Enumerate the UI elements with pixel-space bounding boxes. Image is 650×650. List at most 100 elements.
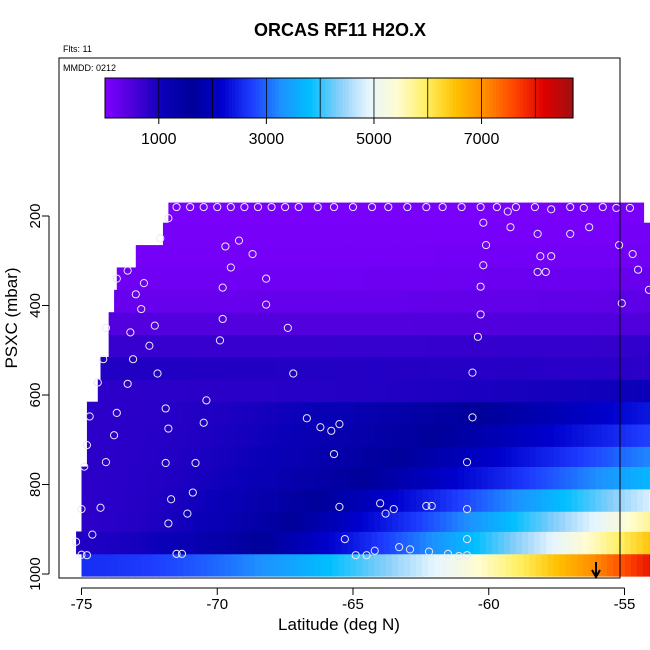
heat-cell: [521, 312, 529, 335]
heat-cell: [256, 531, 264, 555]
heat-cell: [267, 356, 275, 380]
colorbar-segment: [201, 78, 206, 118]
heat-cell: [600, 531, 608, 555]
heat-cell: [589, 424, 597, 447]
heat-cell: [617, 289, 624, 313]
heat-cell: [404, 553, 411, 577]
heat-cell: [566, 356, 573, 380]
heat-cell: [181, 379, 189, 403]
colorbar-segment: [489, 78, 494, 118]
heat-cell: [484, 267, 492, 291]
sample-point: [137, 304, 146, 314]
heat-cell: [140, 446, 148, 467]
heat-cell: [212, 401, 220, 425]
heat-cell: [302, 401, 309, 425]
heat-cell: [82, 531, 89, 555]
heat-cell: [230, 424, 238, 447]
heat-cell: [434, 401, 441, 425]
sample-point: [172, 549, 181, 558]
heat-cell: [571, 424, 579, 447]
heat-cell: [230, 401, 238, 425]
heat-cell: [523, 488, 531, 512]
heat-cell: [261, 356, 269, 380]
heat-cell: [509, 334, 517, 358]
heat-cell: [451, 488, 459, 512]
heat-cell: [423, 245, 430, 268]
heat-cell: [491, 289, 499, 313]
heat-cell: [285, 356, 293, 380]
colorbar-segment: [486, 78, 491, 118]
heat-cell: [421, 466, 429, 490]
colorbar-segment: [292, 78, 297, 118]
heat-cell: [236, 466, 244, 490]
heat-cell: [183, 245, 191, 268]
heat-cell: [573, 222, 580, 246]
heat-cell: [224, 401, 232, 425]
heat-cell: [93, 488, 101, 512]
heat-cell: [559, 424, 567, 447]
heat-cell: [581, 334, 589, 358]
heat-cell: [399, 245, 407, 268]
heat-cell: [299, 531, 306, 555]
heat-cell: [506, 356, 514, 380]
heat-cell: [629, 267, 637, 291]
heat-cell: [272, 488, 280, 512]
heat-cell: [461, 334, 469, 358]
heat-cell: [201, 267, 208, 291]
heat-cell: [428, 446, 435, 467]
sample-point: [617, 299, 626, 308]
heat-cell: [555, 245, 562, 268]
heat-cell: [272, 466, 280, 490]
heat-cell: [437, 312, 445, 335]
heat-cell: [425, 289, 433, 313]
heat-cell: [144, 289, 151, 313]
heat-cell: [104, 446, 112, 467]
colorbar-segment: [415, 78, 420, 118]
colorbar-segment: [375, 78, 380, 118]
heat-cell: [230, 488, 238, 512]
heat-cell: [389, 334, 397, 358]
sample-point: [628, 249, 637, 259]
heat-cell: [344, 488, 351, 512]
sample-point: [234, 236, 244, 245]
heat-cell: [280, 531, 288, 555]
heat-cell: [547, 424, 555, 447]
heat-cell: [577, 446, 585, 467]
heat-cell: [284, 424, 291, 447]
heat-cell: [122, 424, 130, 447]
heat-cell: [153, 511, 160, 532]
colorbar-segment: [562, 78, 567, 118]
heat-cell: [546, 531, 553, 555]
heat-cell: [192, 334, 200, 358]
heat-cell: [282, 312, 289, 335]
heat-cell: [499, 511, 507, 532]
heat-cell: [176, 424, 184, 447]
heat-cell: [391, 379, 399, 403]
heat-cell: [439, 424, 447, 447]
heat-cell: [359, 531, 366, 555]
heat-cell: [552, 531, 559, 555]
heat-cell: [225, 267, 233, 291]
colorbar-segment: [155, 78, 160, 118]
heat-cell: [644, 356, 650, 380]
colorbar-segment: [516, 78, 521, 118]
heat-cell: [195, 267, 202, 291]
heat-cell: [327, 267, 335, 291]
heat-cell: [264, 312, 271, 335]
heat-cell: [458, 222, 466, 246]
colorbar-segment: [268, 78, 273, 118]
heat-cell: [362, 424, 369, 447]
heat-cell: [162, 334, 170, 358]
heat-cell: [214, 531, 222, 555]
heat-cell: [487, 379, 495, 403]
heat-cell: [332, 511, 339, 532]
colorbar-segment: [191, 78, 196, 118]
heat-cell: [625, 424, 633, 447]
heat-cell: [499, 202, 506, 224]
heat-cell: [145, 379, 153, 403]
heat-cell: [446, 222, 454, 246]
heat-cell: [636, 488, 644, 512]
heat-cell: [489, 245, 496, 268]
heat-cell: [487, 446, 495, 467]
heat-cell: [577, 511, 584, 532]
